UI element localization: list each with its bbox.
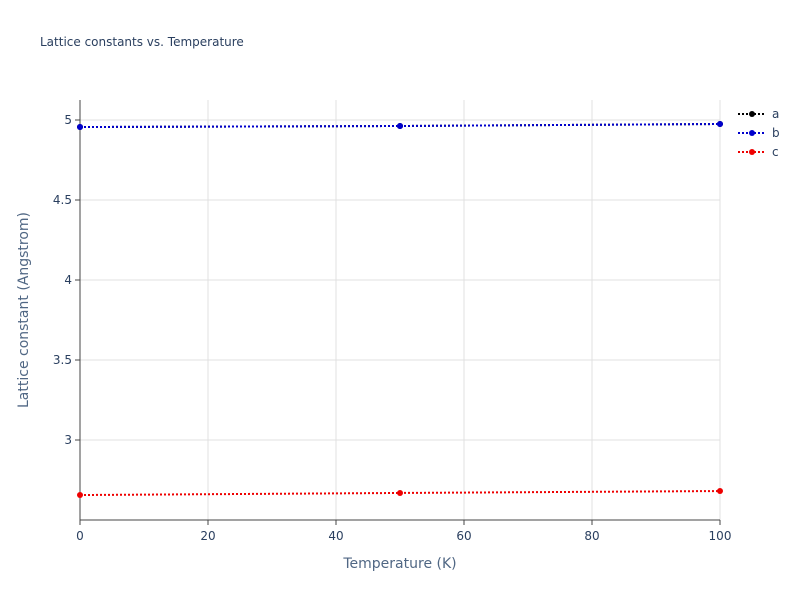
point [717,121,723,127]
y-tick-label: 3 [64,433,72,447]
legend-item[interactable]: c [738,145,779,159]
point [397,489,403,496]
point [717,488,723,495]
x-tick-label: 0 [76,529,84,543]
point [397,123,403,129]
x-tick-label: 100 [709,529,732,543]
chart-title: Lattice constants vs. Temperature [40,35,244,49]
y-axis-title: Lattice constant (Angstrom) [16,212,32,408]
legend-marker [749,149,755,155]
y-tick-label: 4.5 [53,193,72,207]
x-tick-label: 40 [328,529,343,543]
legend-label: c [772,145,779,159]
y-tick-label: 5 [64,113,72,127]
legend-label: b [772,126,780,140]
x-tick-label: 60 [456,529,471,543]
point [77,492,83,499]
y-tick-label: 4 [64,273,72,287]
x-tick-label: 20 [200,529,215,543]
legend-item[interactable]: b [738,126,780,140]
legend-label: a [772,107,779,121]
legend-item[interactable]: a [738,107,779,121]
point [77,124,83,131]
x-axis-title: Temperature (K) [342,556,456,572]
y-tick-label: 3.5 [53,353,72,367]
x-tick-label: 80 [584,529,599,543]
legend-marker [749,111,755,117]
legend-marker [749,130,755,136]
